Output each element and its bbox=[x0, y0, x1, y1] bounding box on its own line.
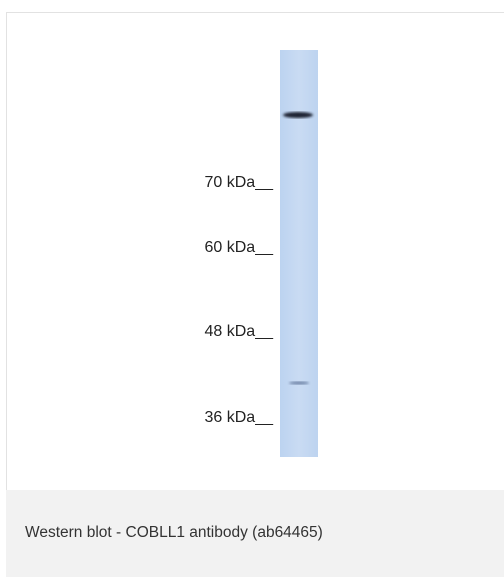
band bbox=[283, 112, 313, 118]
marker-label: 70 kDa__ bbox=[205, 174, 275, 191]
figure-frame bbox=[6, 12, 504, 577]
caption-box: Western blot - COBLL1 antibody (ab64465) bbox=[6, 490, 504, 577]
caption: Western blot - COBLL1 antibody (ab64465) bbox=[25, 524, 323, 541]
lane bbox=[280, 50, 318, 457]
marker-label: 36 kDa__ bbox=[205, 409, 275, 426]
blot-image: 70 kDa__ 60 kDa__ 48 kDa__ 36 kDa__ bbox=[205, 50, 318, 457]
band bbox=[289, 381, 309, 385]
marker-label: 60 kDa__ bbox=[205, 239, 275, 256]
marker-label: 48 kDa__ bbox=[205, 323, 275, 340]
